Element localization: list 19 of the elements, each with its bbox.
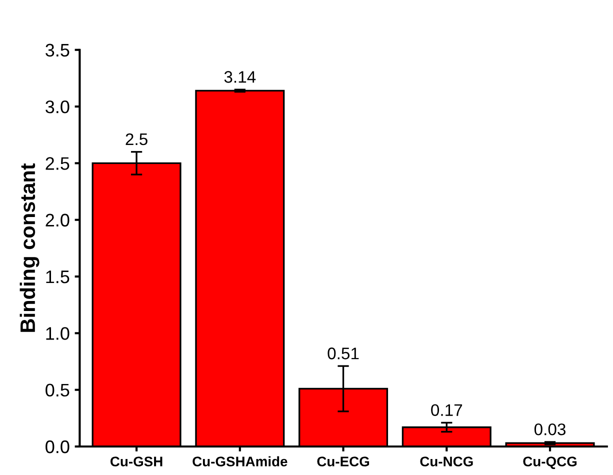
y-tick-label: 3.5 (46, 44, 70, 57)
y-tick-label: 3.0 (46, 100, 70, 114)
y-tick-label: 0.5 (46, 384, 70, 397)
data-label: 2.5 (126, 133, 148, 146)
y-tick-label: 0.0 (46, 440, 70, 454)
data-label: 0.51 (328, 348, 359, 360)
y-axis-title: Binding constant (20, 163, 40, 332)
x-tick-label: Cu-ECG (317, 456, 370, 466)
data-label: 3.14 (224, 71, 256, 83)
y-tick-label: 2.0 (46, 214, 70, 227)
data-label: 0.03 (534, 423, 566, 436)
x-tick-label: Cu-QCG (523, 456, 577, 470)
data-label: 0.17 (431, 404, 462, 416)
y-tick-label: 1.5 (46, 270, 70, 284)
y-tick-label: 1.0 (46, 327, 70, 340)
y-tick-label: 2.5 (46, 157, 70, 170)
x-tick-label: Cu-GSH (110, 456, 162, 466)
x-tick-label: Cu-NCG (420, 456, 473, 466)
x-tick-label: Cu-GSHAmide (192, 456, 288, 466)
